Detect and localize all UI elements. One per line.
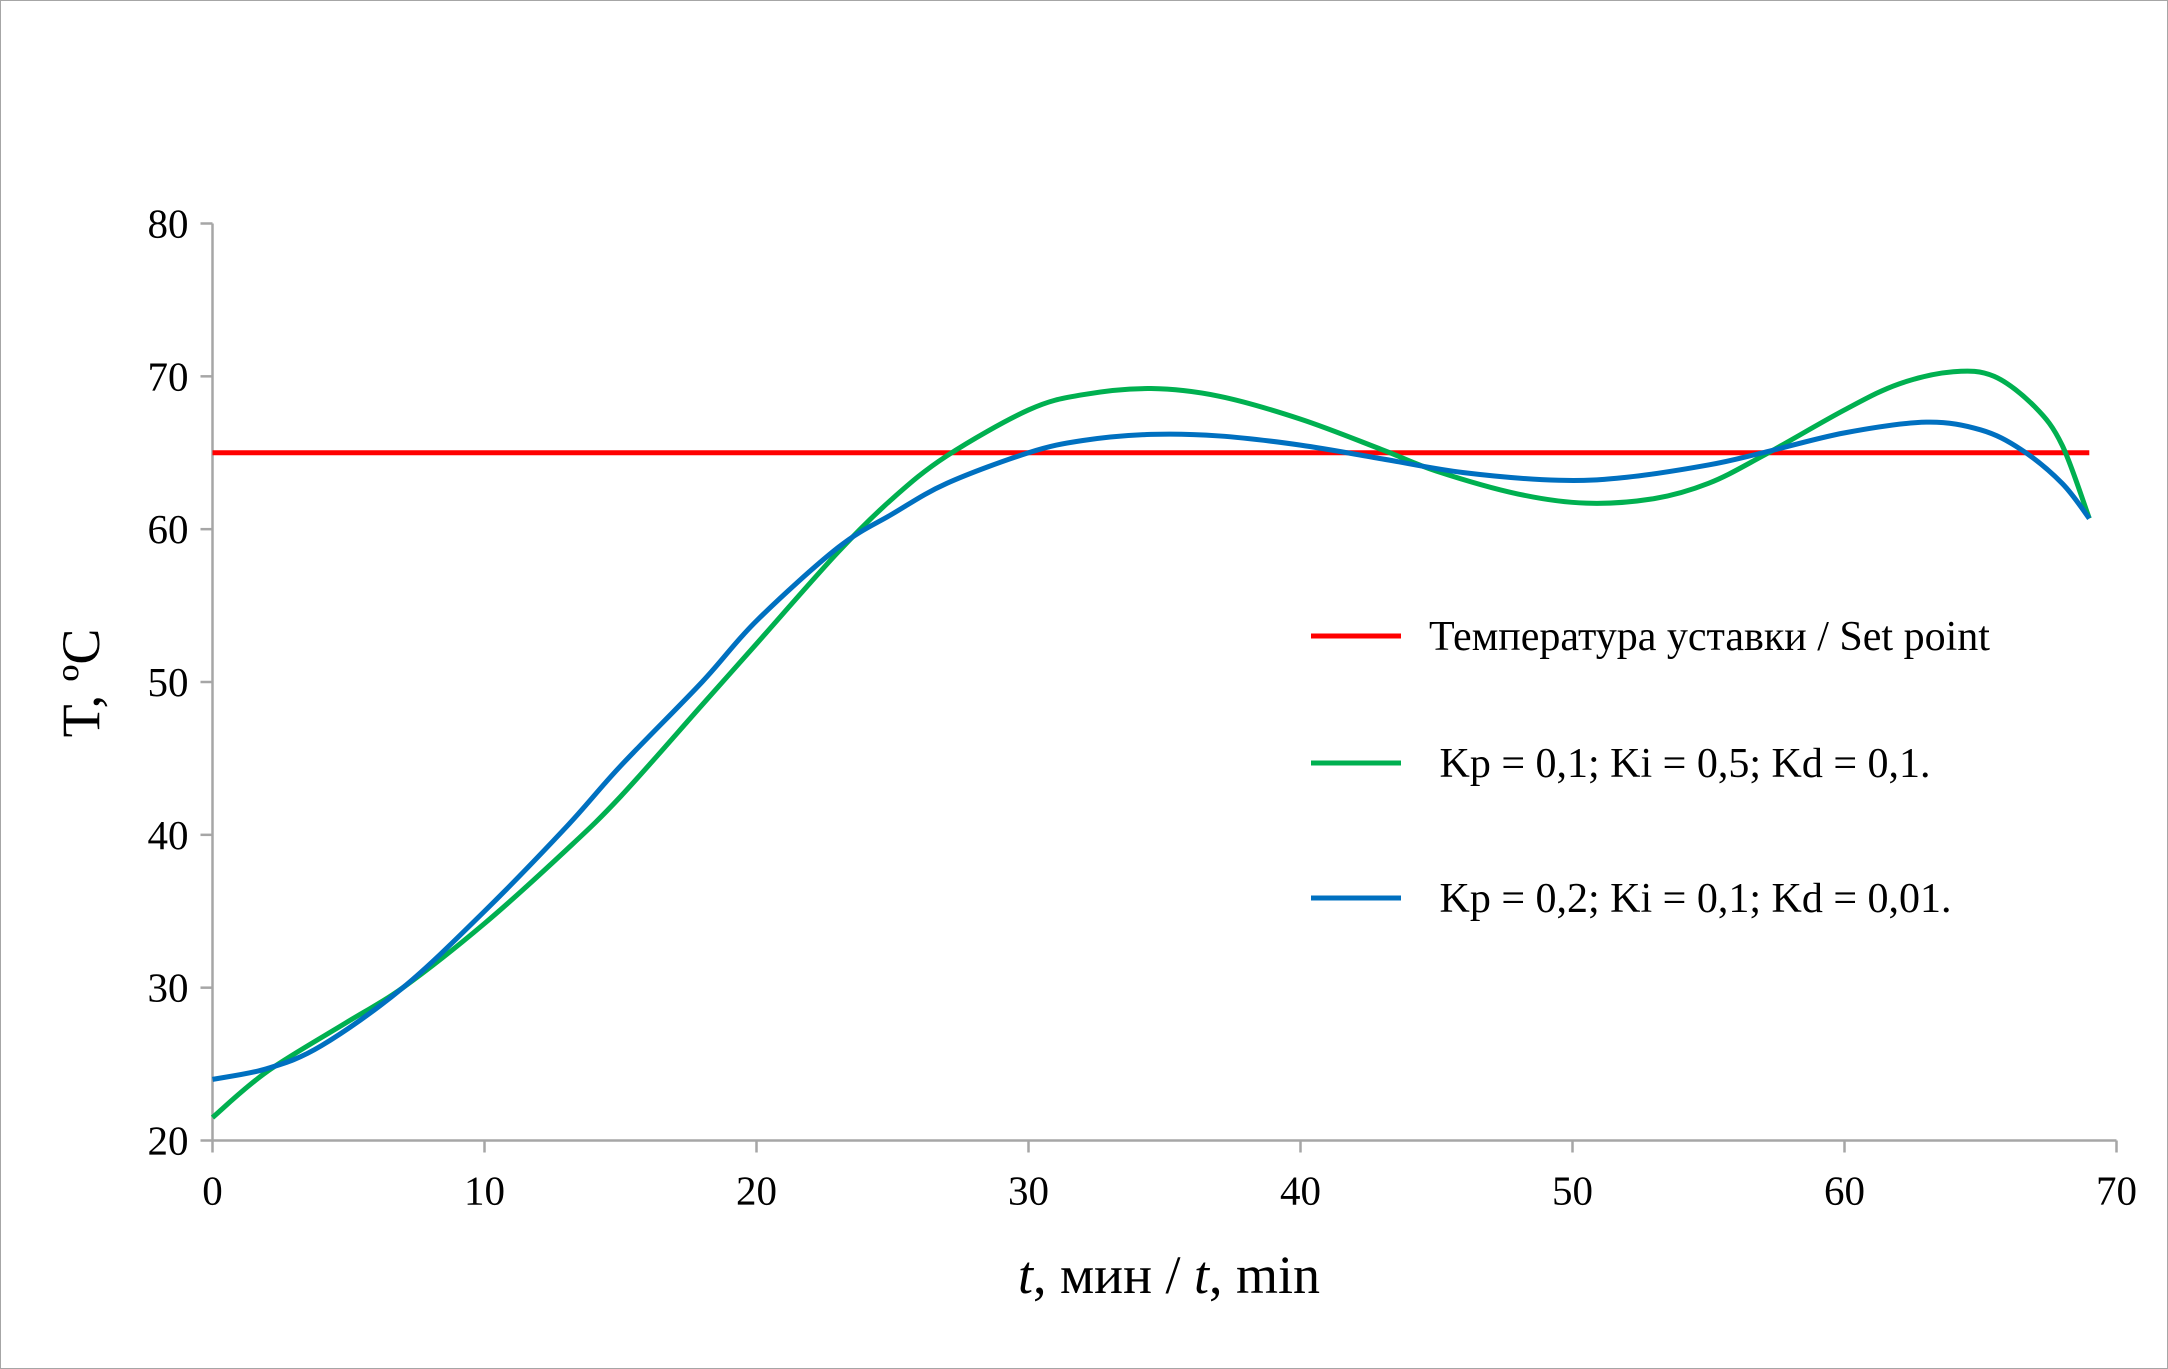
x-tick-label: 20 (736, 1168, 777, 1214)
legend-label-1: Kp = 0,1; Ki = 0,5; Kd = 0,1. (1429, 741, 1931, 787)
x-axis-title: t, мин / t, min (1018, 1245, 1320, 1305)
x-tick-label: 70 (2096, 1168, 2137, 1214)
series-line-2 (212, 419, 2092, 1082)
y-tick-label: 70 (148, 353, 189, 399)
x-tick-label: 40 (1280, 1168, 1321, 1214)
y-tick-label: 80 (148, 201, 189, 247)
y-tick-label: 60 (148, 506, 189, 552)
y-axis-title: T, ºC (51, 629, 111, 738)
y-tick-label: 20 (148, 1118, 189, 1164)
x-tick-label: 0 (202, 1168, 223, 1214)
x-tick-label: 60 (1824, 1168, 1865, 1214)
legend-label-2: Kp = 0,2; Ki = 0,1; Kd = 0,01. (1429, 876, 1952, 922)
y-tick-label: 30 (148, 965, 189, 1011)
x-tick-label: 10 (464, 1168, 505, 1214)
y-tick-label: 50 (148, 659, 189, 705)
x-tick-label: 50 (1552, 1168, 1593, 1214)
x-tick-label: 30 (1008, 1168, 1049, 1214)
y-tick-label: 40 (148, 812, 189, 858)
legend-label-0: Температура уставки / Set point (1429, 614, 1990, 660)
series-line-1 (210, 368, 2092, 1120)
